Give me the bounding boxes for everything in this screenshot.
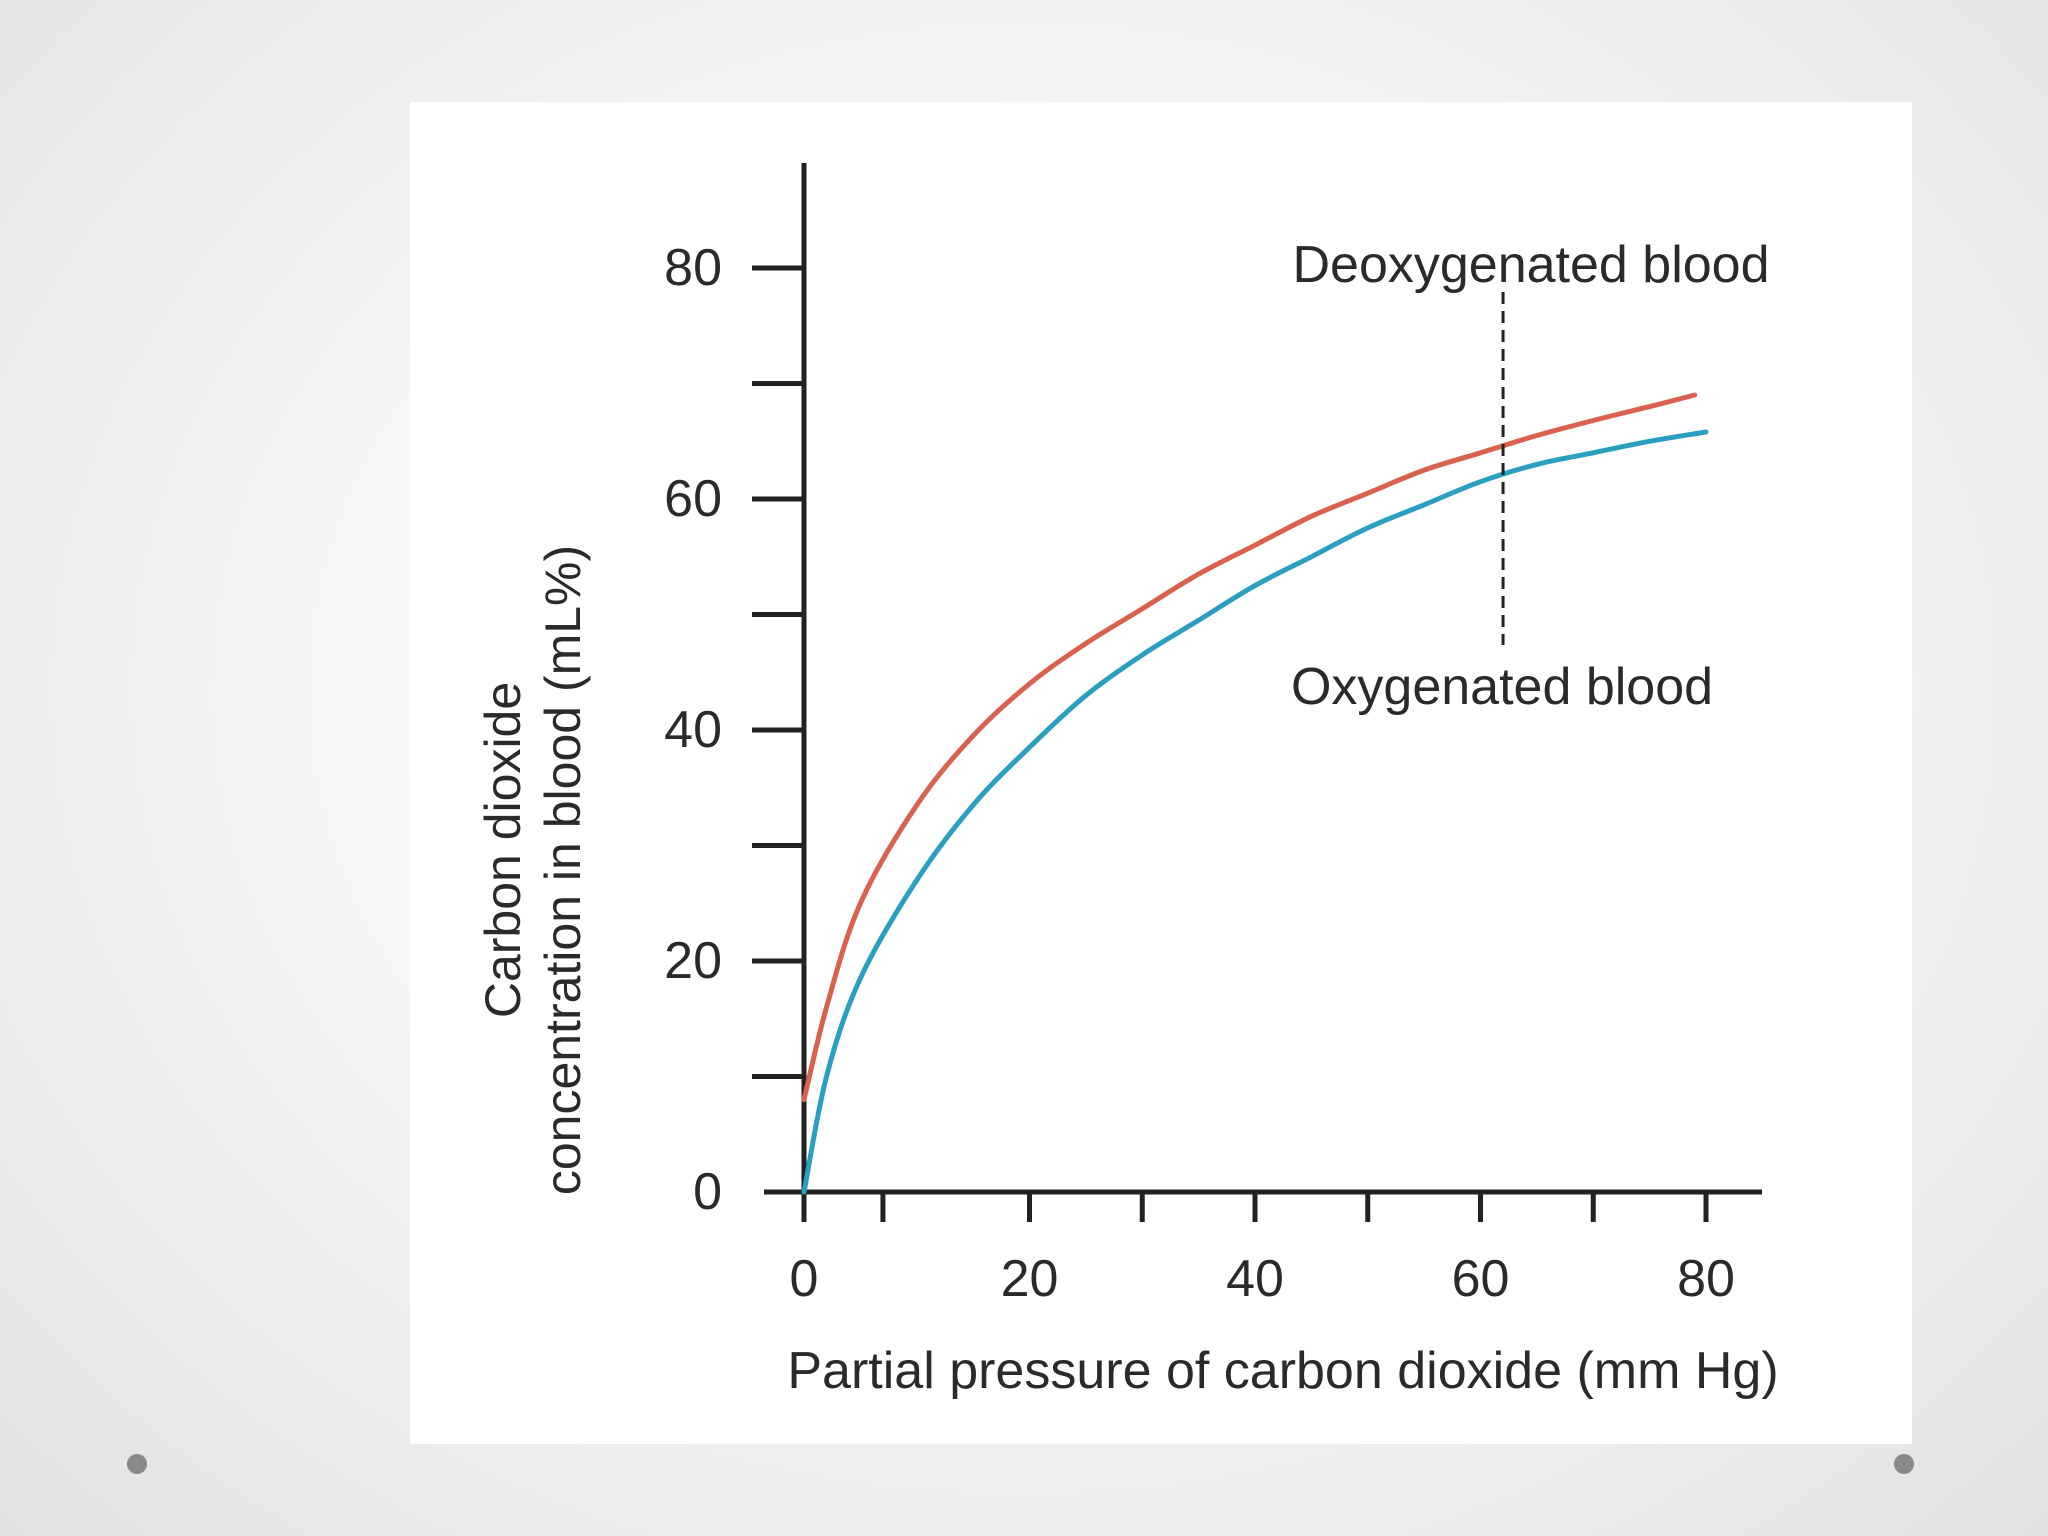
series-line-oxygenated xyxy=(801,429,1709,1195)
axis-labels: Partial pressure of carbon dioxide (mm H… xyxy=(475,545,1779,1400)
y-tick-label-20: 20 xyxy=(664,932,722,990)
y-tick-label-60: 60 xyxy=(664,470,722,528)
slide-corner-dot-left xyxy=(127,1454,147,1474)
annotation-deoxygenated-blood: Deoxygenated blood xyxy=(1292,236,1769,294)
y-tick-label-40: 40 xyxy=(664,701,722,759)
figure-panel xyxy=(410,102,1912,1444)
y-tick-label-0: 0 xyxy=(693,1163,722,1221)
x-tick-label-40: 40 xyxy=(1226,1250,1284,1308)
x-tick-label-0: 0 xyxy=(790,1250,819,1308)
x-axis-label: Partial pressure of carbon dioxide (mm H… xyxy=(787,1342,1778,1400)
x-tick-label-60: 60 xyxy=(1452,1250,1510,1308)
slide-corner-dot-right xyxy=(1894,1454,1914,1474)
series-lines xyxy=(801,392,1709,1195)
annotations: Deoxygenated blood Oxygenated blood xyxy=(1291,236,1770,716)
annotation-oxygenated-blood: Oxygenated blood xyxy=(1291,658,1713,716)
axes: 0 20 40 60 80 0 20 40 60 80 xyxy=(664,163,1762,1308)
series-line-deoxygenated xyxy=(801,392,1698,1103)
y-tick-label-80: 80 xyxy=(664,239,722,297)
y-axis-label-line-1: Carbon dioxide xyxy=(475,682,531,1018)
y-axis-label-line-2: concentration in blood (mL%) xyxy=(535,545,591,1195)
x-tick-label-20: 20 xyxy=(1001,1250,1059,1308)
x-tick-label-80: 80 xyxy=(1677,1250,1735,1308)
